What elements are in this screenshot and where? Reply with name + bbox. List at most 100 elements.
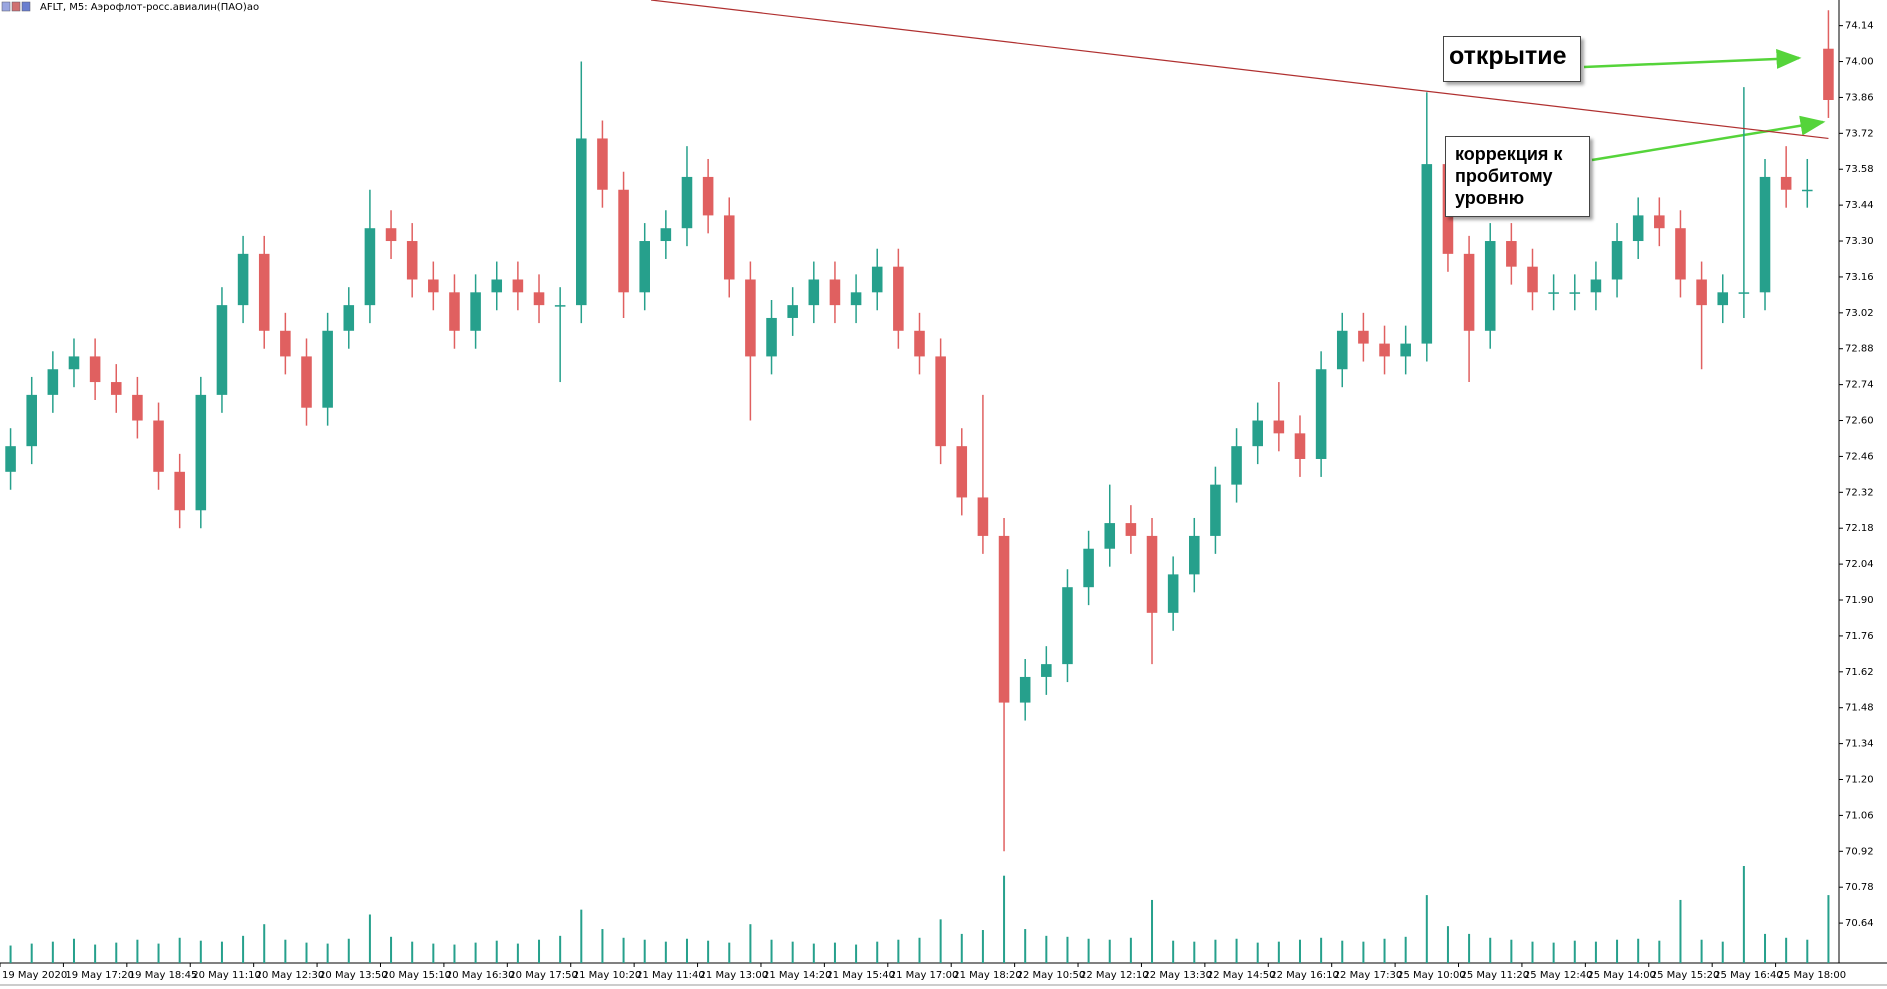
x-tick-label: 25 May 15:20 xyxy=(1651,970,1720,981)
candle-body xyxy=(576,138,587,306)
volume-bar xyxy=(1594,941,1597,963)
volume-bar xyxy=(1468,933,1471,963)
candle-body xyxy=(174,471,185,511)
candle-body xyxy=(1780,176,1792,190)
volume-bar xyxy=(1679,899,1682,963)
volume-bar xyxy=(1151,899,1154,963)
candle-body xyxy=(1146,535,1158,613)
candle-body xyxy=(1738,292,1750,294)
volume-bar xyxy=(1742,866,1745,963)
y-tick-label: 72.18 xyxy=(1845,523,1874,534)
icon xyxy=(11,1,21,12)
icon xyxy=(1,1,11,12)
candle-body xyxy=(787,305,798,318)
candle-body xyxy=(385,228,397,242)
arrow xyxy=(1591,115,1826,162)
y-tick-label: 73.02 xyxy=(1845,308,1874,319)
annotation: коррекция к пробитому уровню xyxy=(1445,136,1590,217)
candle-body xyxy=(1104,523,1116,549)
candle-body xyxy=(766,317,777,357)
volume-bar xyxy=(643,939,646,963)
candle-body xyxy=(639,241,650,293)
candle-body xyxy=(1167,574,1179,613)
volume-bar xyxy=(51,941,54,963)
x-tick-label: 22 May 12:10 xyxy=(1080,970,1149,981)
x-tick-label: 20 May 13:50 xyxy=(319,970,388,981)
volume-bar xyxy=(263,924,266,963)
volume-bar xyxy=(432,943,435,963)
volume-bar xyxy=(199,940,202,963)
candle-body xyxy=(5,446,16,472)
y-tick-label: 70.78 xyxy=(1845,882,1874,893)
y-tick-label: 71.34 xyxy=(1845,739,1874,750)
volume-bar xyxy=(1806,939,1809,963)
volume-bar xyxy=(559,935,562,963)
candle-body xyxy=(597,138,608,190)
y-tick-label: 71.90 xyxy=(1845,595,1874,606)
volume-bar xyxy=(305,942,308,963)
volume-bar xyxy=(1235,938,1238,963)
volume-bar xyxy=(1573,940,1576,963)
volume-bar xyxy=(1425,895,1428,963)
volume-bar xyxy=(178,937,181,963)
volume-bar xyxy=(474,942,477,963)
volume-bar xyxy=(30,943,33,963)
y-tick-label: 71.62 xyxy=(1845,667,1874,678)
x-tick-label: 25 May 11:20 xyxy=(1461,970,1530,981)
volume-bar xyxy=(1256,942,1259,963)
candle-body xyxy=(26,394,37,447)
y-tick-label: 70.64 xyxy=(1845,918,1874,929)
volume-bar xyxy=(1172,940,1175,963)
x-tick-label: 21 May 15:40 xyxy=(826,970,895,981)
candle-body xyxy=(1463,253,1475,331)
x-tick-label: 25 May 10:00 xyxy=(1397,970,1466,981)
volume-bar xyxy=(220,941,223,963)
volume-bar xyxy=(622,937,625,963)
candle-body xyxy=(237,253,249,306)
volume-bar xyxy=(516,943,519,963)
volume-bar xyxy=(1066,936,1069,963)
x-tick-label: 21 May 18:20 xyxy=(953,970,1022,981)
candle-body xyxy=(935,356,946,447)
candle-body xyxy=(1083,548,1094,588)
candle-body xyxy=(195,394,207,511)
volume-bar xyxy=(897,939,900,963)
volume-bar xyxy=(664,941,667,963)
candle-body xyxy=(1231,446,1242,485)
y-tick-label: 71.06 xyxy=(1845,810,1874,821)
candle-body xyxy=(364,228,376,306)
x-tick-label: 22 May 10:50 xyxy=(1017,970,1086,981)
volume-bar xyxy=(538,939,541,963)
candle-body xyxy=(1717,292,1729,306)
candle-body xyxy=(1210,484,1221,536)
y-tick-label: 71.48 xyxy=(1845,703,1874,714)
volume-bar xyxy=(833,942,836,963)
volume-bar xyxy=(1827,895,1830,963)
volume-bar xyxy=(1785,937,1788,963)
volume-bar xyxy=(1277,941,1280,963)
candle-body xyxy=(998,535,1010,703)
candle-body xyxy=(1125,523,1137,536)
volume-bar xyxy=(1446,926,1449,963)
candle-body xyxy=(132,394,143,421)
volume-bar xyxy=(685,938,688,963)
x-tick-label: 21 May 17:00 xyxy=(890,970,959,981)
candle-body xyxy=(1590,279,1602,293)
candle-body xyxy=(660,228,672,242)
y-tick-label: 70.92 xyxy=(1845,846,1874,857)
candle-body xyxy=(1294,433,1306,459)
candle-body xyxy=(850,292,862,306)
volume-bar xyxy=(580,909,583,963)
volume-bar xyxy=(1045,935,1048,963)
volume-bar xyxy=(1531,941,1534,963)
candle-body xyxy=(1527,266,1538,293)
volume-bar xyxy=(960,933,963,963)
trend-line xyxy=(650,0,1829,140)
candle-body xyxy=(1611,241,1623,280)
y-tick-label: 73.30 xyxy=(1845,236,1874,247)
candle-body xyxy=(554,305,566,307)
volume-bar xyxy=(749,924,752,963)
x-tick-label: 21 May 13:00 xyxy=(700,970,769,981)
candle-body xyxy=(449,292,460,331)
volume-bar xyxy=(601,929,604,963)
